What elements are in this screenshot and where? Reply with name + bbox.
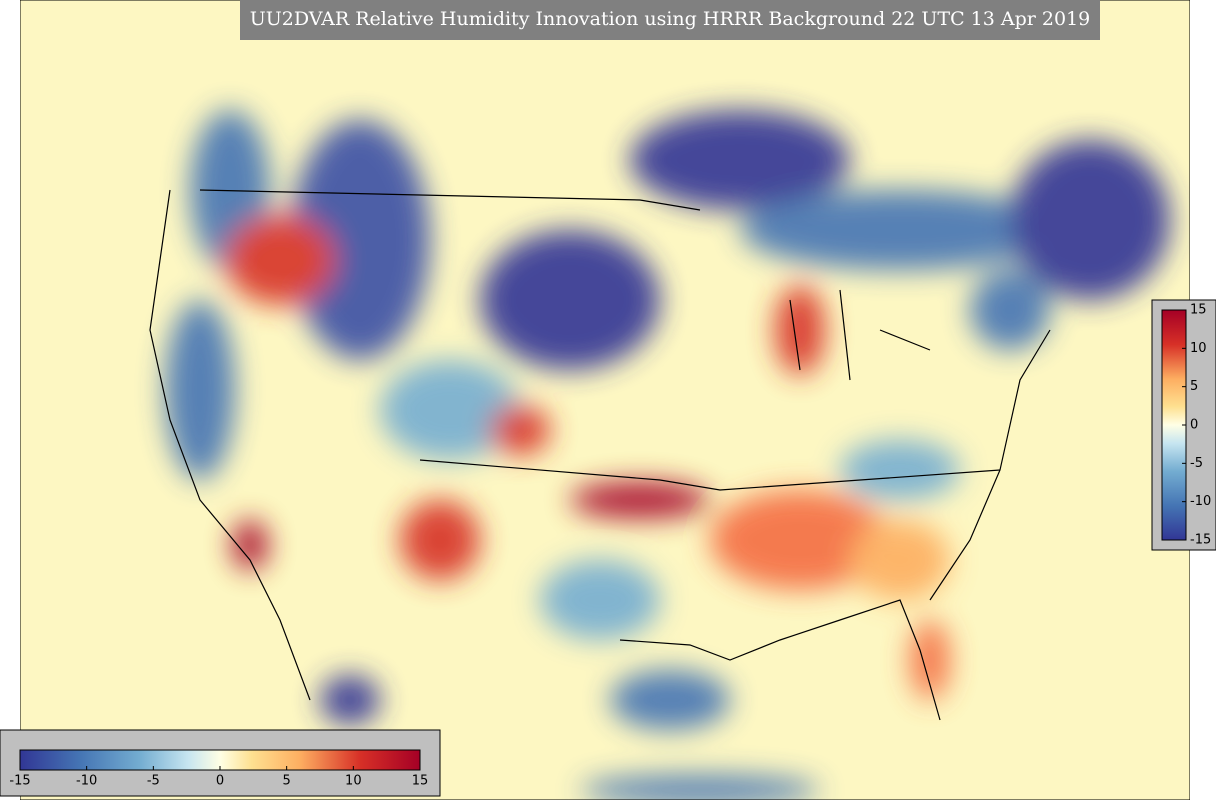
map-field (20, 0, 1190, 800)
colorbar-horizontal: -15 -10 -5 0 5 10 15 (0, 729, 441, 797)
tick-label: 0 (216, 774, 224, 789)
tick-label: -10 (76, 774, 97, 789)
tick-label: -15 (9, 774, 30, 789)
tick-label: 0 (1190, 418, 1198, 433)
tick-label: 10 (1190, 341, 1207, 356)
tick-label: 15 (1190, 303, 1207, 318)
map-title: UU2DVAR Relative Humidity Innovation usi… (250, 8, 1091, 30)
tick-label: -10 (1190, 494, 1211, 509)
colorbar-vertical: -15 -10 -5 0 5 10 15 (1151, 299, 1216, 551)
tick-label: -5 (147, 774, 160, 789)
tick-label: 10 (345, 774, 362, 789)
tick-label: 15 (412, 774, 429, 789)
tick-label: -5 (1190, 456, 1203, 471)
tick-label: -15 (1190, 533, 1211, 548)
tick-label: 5 (1190, 379, 1198, 394)
tick-label: 5 (283, 774, 291, 789)
title-box: UU2DVAR Relative Humidity Innovation usi… (240, 0, 1100, 40)
